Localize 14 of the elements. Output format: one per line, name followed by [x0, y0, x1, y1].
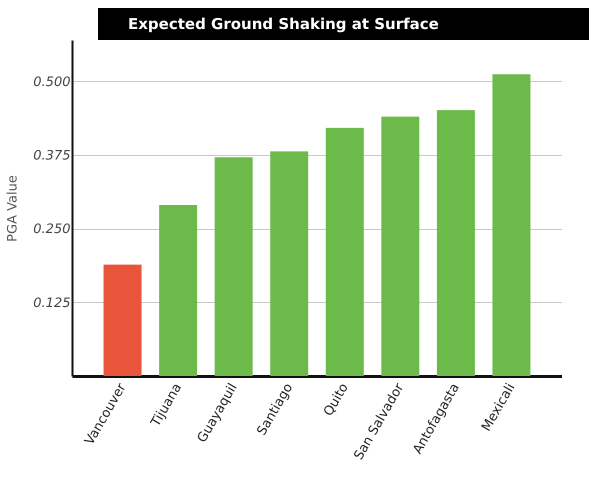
chart-title: Expected Ground Shaking at Surface — [98, 8, 589, 40]
bar — [159, 205, 198, 376]
bar — [214, 157, 253, 376]
y-tick-label: 0.500 — [33, 74, 70, 90]
bar — [492, 74, 530, 376]
y-tick-label: 0.125 — [33, 296, 70, 311]
y-tick-label: 0.375 — [33, 148, 70, 164]
bar — [326, 128, 364, 376]
y-axis-title: PGA Value — [5, 175, 20, 242]
bar — [270, 151, 308, 376]
bar — [436, 110, 475, 376]
bar — [104, 264, 142, 376]
y-tick-label: 0.250 — [33, 222, 70, 238]
bar — [381, 116, 420, 376]
